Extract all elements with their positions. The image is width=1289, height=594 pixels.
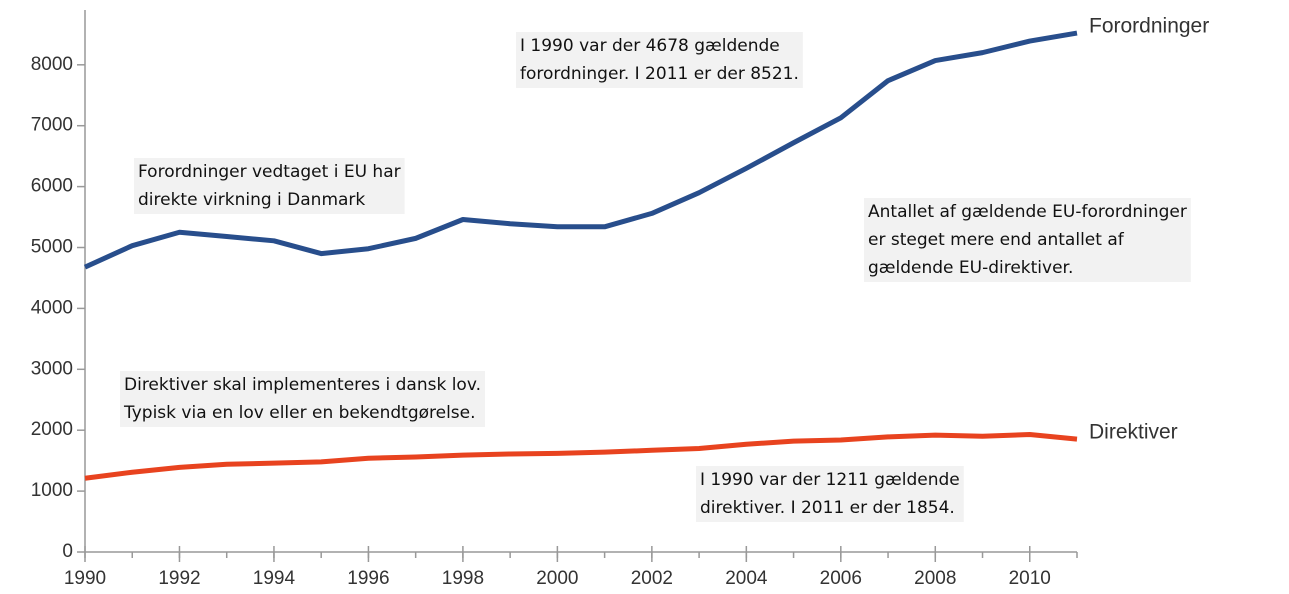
x-tick-label: 1998 <box>442 568 484 589</box>
annotation-line: Antallet af gældende EU-forordninger <box>868 202 1187 222</box>
y-tick-label: 2000 <box>31 419 73 440</box>
y-tick-label: 3000 <box>31 358 73 379</box>
y-tick-label: 8000 <box>31 54 73 75</box>
annotation-bg <box>696 466 964 522</box>
annotation-line: Direktiver skal implementeres i dansk lo… <box>124 375 481 395</box>
annotation-bg <box>134 158 405 214</box>
annotation-line: Typisk via en lov eller en bekendtgørels… <box>123 403 476 423</box>
x-tick-label: 2000 <box>536 568 578 589</box>
annotation-line: direktiver. I 2011 er der 1854. <box>700 498 955 518</box>
x-tick-label: 1994 <box>253 568 296 589</box>
annotation: Forordninger vedtaget i EU har direkte vi… <box>134 158 405 214</box>
annotation-line: I 1990 var der 4678 gældende <box>520 36 780 56</box>
annotation-line: Forordninger vedtaget i EU har <box>138 162 401 182</box>
series-label: Forordninger <box>1089 15 1209 38</box>
y-tick-label: 4000 <box>31 297 73 318</box>
annotation-bg <box>120 371 485 427</box>
annotation: I 1990 var der 1211 gældende direktiver. … <box>696 466 964 522</box>
annotation-bg <box>864 198 1191 282</box>
x-tick-label: 2006 <box>820 568 862 589</box>
x-tick-label: 1992 <box>158 568 200 589</box>
annotation-line: er steget mere end antallet af <box>868 230 1125 250</box>
y-tick-label: 5000 <box>31 237 73 258</box>
y-tick-label: 0 <box>62 541 73 562</box>
y-tick-label: 6000 <box>31 176 73 197</box>
x-tick-label: 2008 <box>914 568 956 589</box>
annotation-line: forordninger. I 2011 er der 8521. <box>520 64 799 84</box>
y-tick-label: 1000 <box>31 480 73 501</box>
x-tick-label: 1990 <box>64 568 106 589</box>
x-tick-label: 2010 <box>1009 568 1051 589</box>
x-tick-label: 1996 <box>347 568 389 589</box>
annotation: I 1990 var der 4678 gældende forordninger… <box>516 32 803 88</box>
annotation-bg <box>516 32 803 88</box>
annotation-line: gældende EU-direktiver. <box>868 258 1073 278</box>
annotation-line: I 1990 var der 1211 gældende <box>700 470 960 490</box>
annotation: Antallet af gældende EU-forordninger er s… <box>864 198 1191 282</box>
series-line <box>83 30 1078 270</box>
series-label: Direktiver <box>1089 421 1178 444</box>
annotation: Direktiver skal implementeres i dansk lo… <box>120 371 485 427</box>
x-tick-label: 2002 <box>631 568 673 589</box>
annotation-line: direkte virkning i Danmark <box>138 190 365 210</box>
x-tick-label: 2004 <box>725 568 768 589</box>
y-tick-label: 7000 <box>31 115 73 136</box>
series-line <box>84 431 1078 481</box>
